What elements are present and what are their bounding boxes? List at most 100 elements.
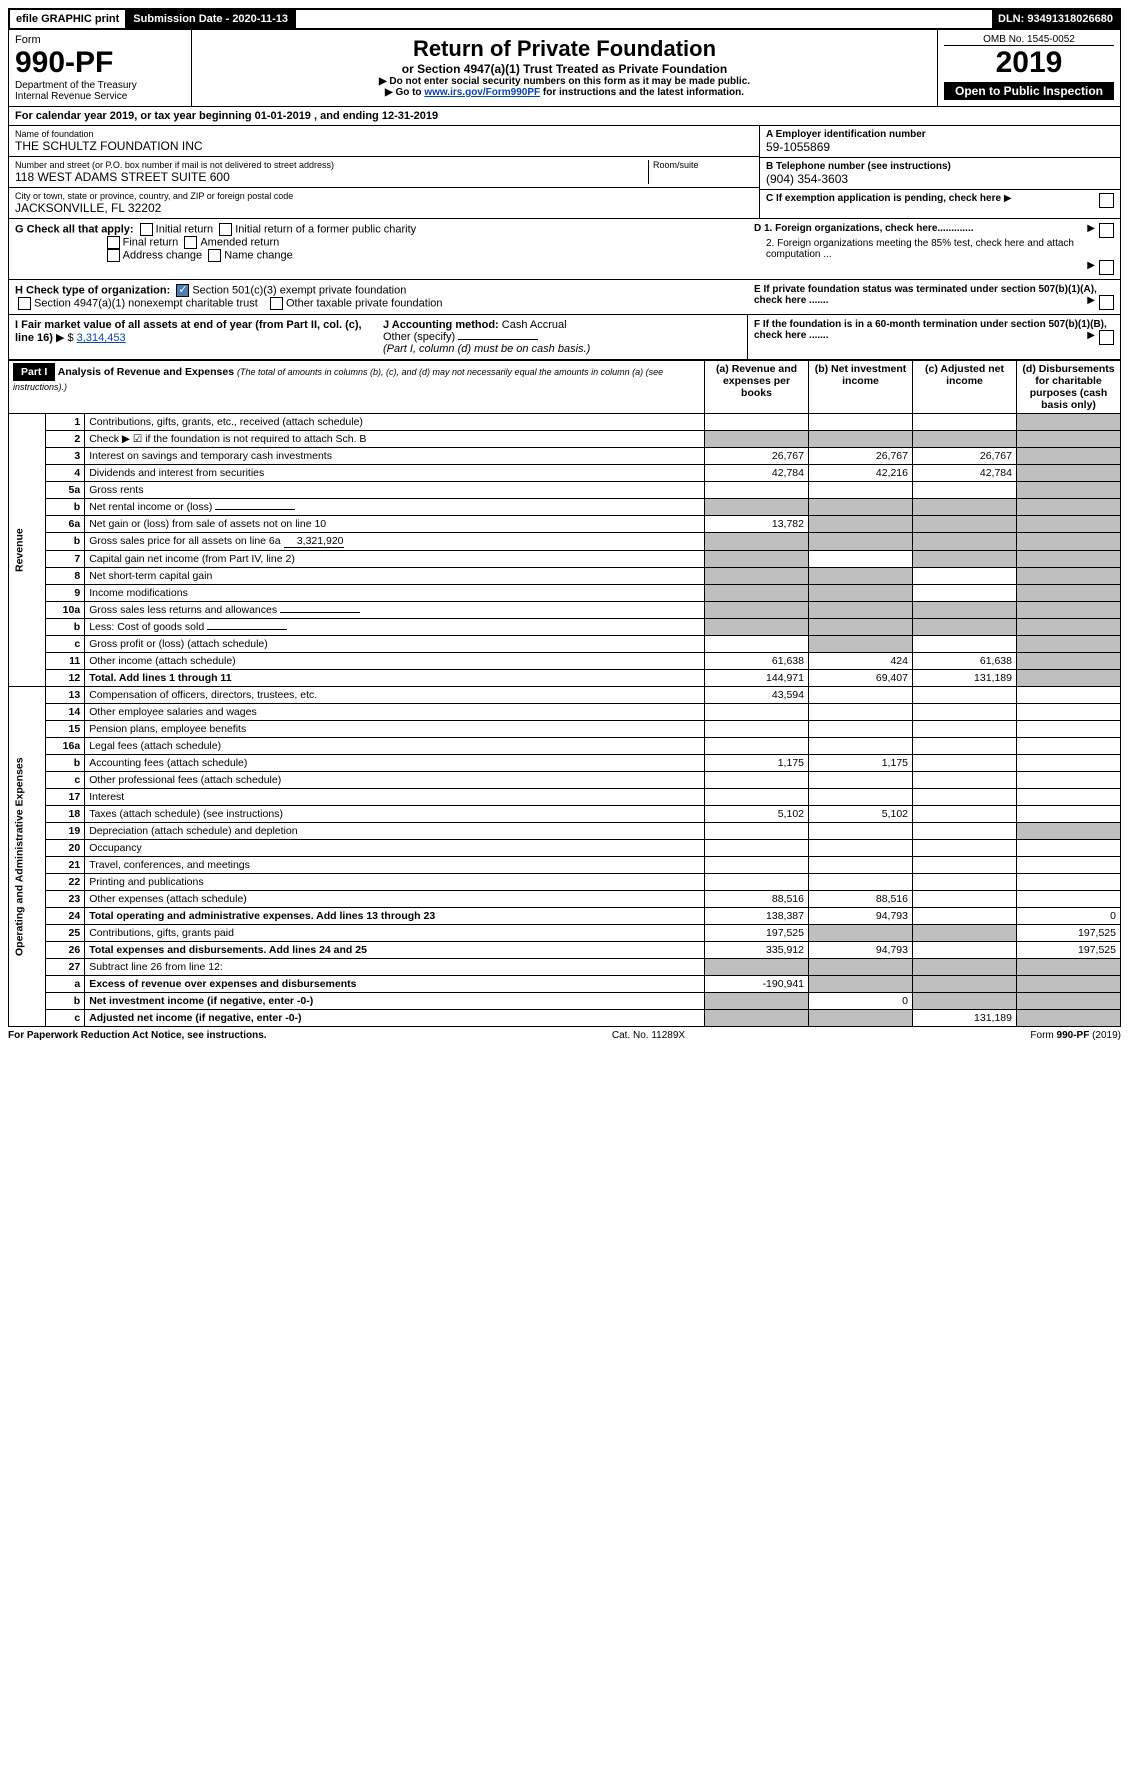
line-desc: Check ▶ ☑ if the foundation is not requi… [85, 431, 705, 448]
cell-amount [809, 840, 913, 857]
line-number: 16a [46, 738, 85, 755]
cell-amount [705, 482, 809, 499]
cell-grey [1017, 619, 1121, 636]
line-number: 24 [46, 908, 85, 925]
cell-amount: 26,767 [705, 448, 809, 465]
cell-amount: 335,912 [705, 942, 809, 959]
table-row: cAdjusted net income (if negative, enter… [9, 1010, 1121, 1027]
d1-checkbox[interactable] [1099, 223, 1114, 238]
line-desc: Subtract line 26 from line 12: [85, 959, 705, 976]
g-initial-return-cb[interactable] [140, 223, 153, 236]
line-desc: Other employee salaries and wages [85, 704, 705, 721]
cell-grey [913, 619, 1017, 636]
j-other-field[interactable] [458, 339, 538, 340]
cell-amount: 43,594 [705, 687, 809, 704]
cell-grey [1017, 959, 1121, 976]
cell-amount [1017, 806, 1121, 823]
line-desc: Other professional fees (attach schedule… [85, 772, 705, 789]
line-number: 14 [46, 704, 85, 721]
i-value-link[interactable]: 3,314,453 [77, 332, 126, 344]
h-501c3-cb[interactable] [176, 284, 189, 297]
table-row: 25Contributions, gifts, grants paid197,5… [9, 925, 1121, 942]
instructions-link[interactable]: www.irs.gov/Form990PF [424, 87, 540, 98]
cell-grey [809, 499, 913, 516]
j-accrual: Accrual [530, 319, 567, 331]
g-amended-cb[interactable] [184, 236, 197, 249]
note-link-line: ▶ Go to www.irs.gov/Form990PF for instru… [198, 87, 931, 98]
omb: OMB No. 1545-0052 [944, 34, 1114, 46]
g-namechg-cb[interactable] [208, 249, 221, 262]
cell-amount [809, 704, 913, 721]
h-4947-cb[interactable] [18, 297, 31, 310]
g-addrchg-cb[interactable] [107, 249, 120, 262]
cell-amount [705, 874, 809, 891]
d1-label: D 1. Foreign organizations, check here..… [754, 223, 974, 234]
table-row: 22Printing and publications [9, 874, 1121, 891]
tax-year: 2019 [944, 46, 1114, 80]
open-inspection: Open to Public Inspection [944, 82, 1114, 100]
table-row: 8Net short-term capital gain [9, 568, 1121, 585]
cell-amount [1017, 857, 1121, 874]
line-number: 1 [46, 414, 85, 431]
table-row: cGross profit or (loss) (attach schedule… [9, 636, 1121, 653]
line-desc: Interest on savings and temporary cash i… [85, 448, 705, 465]
table-row: 17Interest [9, 789, 1121, 806]
part1-label: Part I [13, 363, 55, 381]
cell-amount [809, 721, 913, 738]
g-opt-1: Initial return of a former public charit… [235, 223, 416, 235]
cell-amount [913, 721, 1017, 738]
cell-amount [913, 636, 1017, 653]
cell-amount [705, 789, 809, 806]
cell-grey [809, 568, 913, 585]
line-desc: Contributions, gifts, grants paid [85, 925, 705, 942]
g-final-cb[interactable] [107, 236, 120, 249]
cell-grey [1017, 533, 1121, 551]
cell-grey [809, 533, 913, 551]
irs: Internal Revenue Service [15, 91, 185, 102]
col-a-head: (a) Revenue and expenses per books [705, 361, 809, 414]
line-desc: Printing and publications [85, 874, 705, 891]
cell-amount [913, 772, 1017, 789]
line-desc: Net short-term capital gain [85, 568, 705, 585]
table-row: 2Check ▶ ☑ if the foundation is not requ… [9, 431, 1121, 448]
cell-amount [913, 585, 1017, 602]
cell-amount: 26,767 [809, 448, 913, 465]
room-label: Room/suite [653, 160, 753, 170]
g-initial-former-cb[interactable] [219, 223, 232, 236]
line-desc: Accounting fees (attach schedule) [85, 755, 705, 772]
street-address: 118 WEST ADAMS STREET SUITE 600 [15, 170, 648, 184]
cell-grey [1017, 823, 1121, 840]
footer-left: For Paperwork Reduction Act Notice, see … [8, 1030, 267, 1041]
line-number: 3 [46, 448, 85, 465]
line-number: 5a [46, 482, 85, 499]
efile-btn[interactable]: efile GRAPHIC print [10, 10, 127, 28]
cell-grey [913, 993, 1017, 1010]
line-number: 7 [46, 551, 85, 568]
cell-amount [913, 482, 1017, 499]
d2-checkbox[interactable] [1099, 260, 1114, 275]
cell-amount [1017, 772, 1121, 789]
cell-amount: 42,784 [913, 465, 1017, 482]
table-row: bGross sales price for all assets on lin… [9, 533, 1121, 551]
cell-amount: 88,516 [809, 891, 913, 908]
line-desc: Occupancy [85, 840, 705, 857]
cell-grey [705, 602, 809, 619]
cell-amount [913, 874, 1017, 891]
h-other-cb[interactable] [270, 297, 283, 310]
cell-amount [809, 482, 913, 499]
line-desc: Depreciation (attach schedule) and deple… [85, 823, 705, 840]
line-number: b [46, 533, 85, 551]
e-checkbox[interactable] [1099, 295, 1114, 310]
f-checkbox[interactable] [1099, 330, 1114, 345]
cell-amount [809, 414, 913, 431]
cell-grey [1017, 1010, 1121, 1027]
cell-grey [1017, 670, 1121, 687]
cell-amount [1017, 840, 1121, 857]
c-checkbox[interactable] [1099, 193, 1114, 208]
cell-amount: 144,971 [705, 670, 809, 687]
cell-amount [913, 568, 1017, 585]
cell-grey [1017, 636, 1121, 653]
cell-amount: 42,784 [705, 465, 809, 482]
line-number: 10a [46, 602, 85, 619]
line-number: b [46, 993, 85, 1010]
